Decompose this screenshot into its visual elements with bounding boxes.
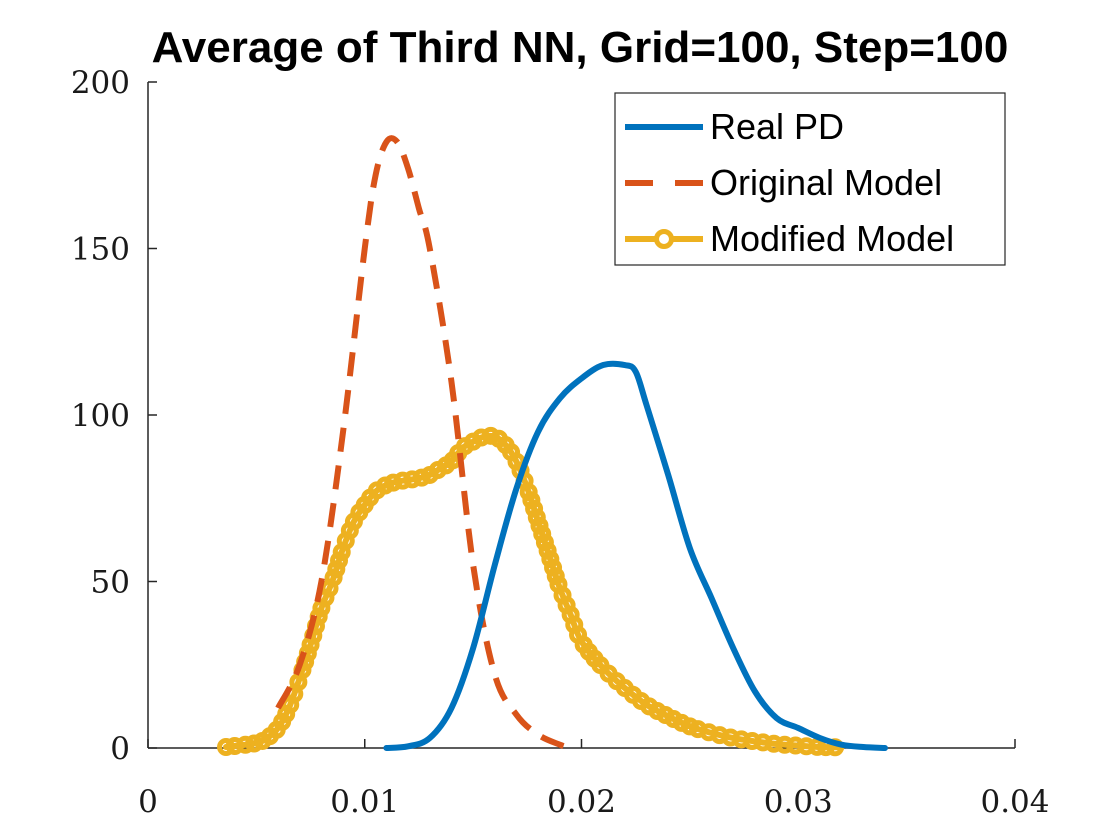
y-tick-label: 50 <box>91 565 130 601</box>
legend-entry-real-pd: Real PD <box>625 106 844 147</box>
marker-point <box>327 560 346 579</box>
marker-point <box>525 499 544 518</box>
y-tick-label: 100 <box>71 398 130 434</box>
x-tick-label: 0.03 <box>764 784 833 820</box>
legend-items: Real PD Original Model Modified Model <box>625 106 954 259</box>
marker-point <box>541 550 560 569</box>
marker-point <box>236 735 255 754</box>
marker-point <box>530 516 549 535</box>
y-tick-label: 0 <box>110 731 130 767</box>
series-markers-modified-model <box>217 426 845 757</box>
y-tick-label: 200 <box>71 65 130 101</box>
marker-point <box>544 558 563 577</box>
marker-point <box>217 738 236 756</box>
series-line-original-model <box>275 135 572 751</box>
marker-point <box>527 508 546 527</box>
legend-label: Real PD <box>710 106 844 147</box>
marker-point <box>533 525 552 544</box>
y-tick-label: 150 <box>71 232 130 268</box>
marker-point <box>472 428 491 447</box>
legend-label: Modified Model <box>710 218 954 259</box>
marker-point <box>538 541 557 560</box>
legend: Real PD Original Model Modified Model <box>614 92 1006 266</box>
marker-point <box>324 568 343 587</box>
ticks: 0 0.01 0.02 0.03 0.04 0 50 100 150 200 <box>71 65 1050 820</box>
marker-point <box>403 470 422 489</box>
legend-entry-modified-model: Modified Model <box>625 218 954 259</box>
marker-point <box>393 471 412 490</box>
x-tick-label: 0 <box>138 784 158 820</box>
legend-entry-original-model: Original Model <box>625 162 942 203</box>
chart-title: Average of Third NN, Grid=100, Step=100 <box>152 23 1009 72</box>
plot-lines <box>217 135 888 757</box>
marker-point <box>245 734 264 753</box>
marker-point <box>535 533 554 552</box>
legend-label: Original Model <box>710 162 942 203</box>
x-tick-label: 0.04 <box>980 784 1049 820</box>
marker-point <box>522 491 541 510</box>
marker-point <box>384 473 403 492</box>
marker-point <box>808 737 827 756</box>
marker-point <box>330 551 349 570</box>
x-tick-label: 0.01 <box>330 784 399 820</box>
legend-marker <box>654 229 674 249</box>
series-line-real-pd <box>383 360 888 751</box>
x-tick-label: 0.02 <box>547 784 616 820</box>
